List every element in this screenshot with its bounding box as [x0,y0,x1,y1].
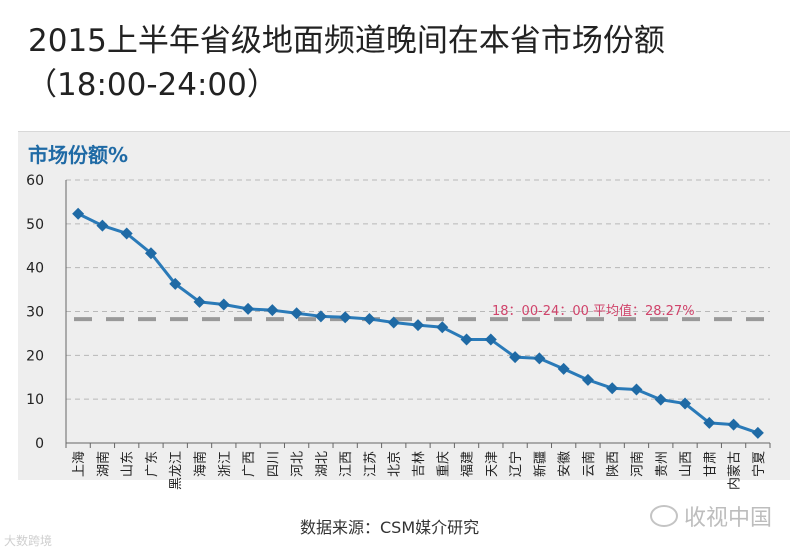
average-label: 18：00-24：00 平均值：28.27% [492,303,695,319]
y-tick-label: 50 [26,217,44,233]
chart-panel [18,131,790,480]
data-point [314,310,327,323]
y-axis-label: 市场份额% [28,143,128,167]
x-tick-label: 云南 [581,451,597,477]
page-title: 2015上半年省级地面频道晚间在本省市场份额 [28,23,665,59]
data-point [339,311,352,324]
data-point [727,418,740,431]
y-tick-label: 10 [26,392,44,408]
data-point [242,302,255,315]
x-tick-label: 安徽 [558,451,573,477]
x-tick-label: 江西 [339,451,354,477]
data-point [630,383,643,396]
watermark-left: 大数跨境 [4,534,53,548]
x-tick-label: 河北 [291,451,306,477]
data-point [72,207,85,220]
data-point [387,316,400,329]
y-tick-label: 30 [26,305,44,321]
x-tick-label: 广西 [242,451,257,477]
x-tick-label: 湖北 [315,451,330,477]
page-subtitle: （18:00-24:00） [26,67,278,103]
x-tick-label: 北京 [388,451,403,477]
axes [65,180,771,448]
x-tick-label: 福建 [461,451,476,477]
x-tick-label: 江苏 [362,451,378,477]
x-tick-label: 新疆 [532,451,548,477]
x-tick-label: 甘肃 [703,451,718,477]
x-tick-label: 湖南 [95,451,111,477]
x-tick-label: 陕西 [606,451,621,477]
x-tick-label: 贵州 [655,451,670,477]
watermark-right: 收视中国 [650,500,772,532]
x-tick-labels: 上海 湖南 山东 广东 黑龙江 海南 浙江 广西 四川 河北 湖北 江西 江苏 北京 吉林 重庆 福建 天津 辽宁新… [72,451,767,490]
y-tick-label: 20 [26,348,44,364]
data-source: 数据来源：CSM媒介研究 [300,518,480,537]
data-point [412,319,424,332]
x-tick-label: 山东 [121,451,136,477]
data-point [460,333,473,346]
data-point [120,227,133,240]
y-tick-label: 60 [26,173,44,189]
data-point [290,307,303,320]
data-point [144,247,157,260]
y-tick-labels: 0 10 20 30 40 50 60 [26,173,44,452]
data-point [533,352,546,365]
x-tick-label: 海南 [193,451,209,477]
data-point [193,295,206,308]
data-point [96,219,109,232]
x-tick-label: 山西 [679,451,694,477]
series-group [72,207,764,439]
x-tick-label: 内蒙古 [727,451,743,490]
data-point [484,333,497,346]
x-tick-label: 宁夏 [751,451,767,477]
data-point [703,416,716,429]
data-point [266,304,279,317]
data-point [654,393,667,406]
data-point [751,426,764,439]
data-point [509,351,522,364]
x-tick-label: 吉林 [412,451,427,477]
x-tick-label: 四川 [266,451,281,477]
x-tick-label: 黑龙江 [169,451,184,490]
data-point [557,362,570,375]
watermark-right-text: 收视中国 [684,506,773,531]
x-tick-label: 重庆 [435,451,451,477]
y-tick-label: 0 [35,436,44,452]
data-point [217,298,230,311]
data-point [679,397,692,410]
x-tick-label: 天津 [485,451,500,477]
x-tick-label: 浙江 [218,451,233,477]
x-tick-label: 辽宁 [508,451,524,477]
data-point [606,382,619,395]
y-tick-label: 40 [26,261,44,277]
data-point [363,312,376,325]
data-point [169,277,182,290]
data-point [581,373,594,386]
average-line-group: 18：00-24：00 平均值：28.27% [74,303,770,322]
grid-lines [66,179,770,400]
data-point [436,321,449,334]
wechat-icon [650,505,678,527]
x-tick-label: 广东 [145,451,160,477]
x-tick-label: 河南 [629,451,645,477]
x-tick-label: 上海 [72,451,87,477]
